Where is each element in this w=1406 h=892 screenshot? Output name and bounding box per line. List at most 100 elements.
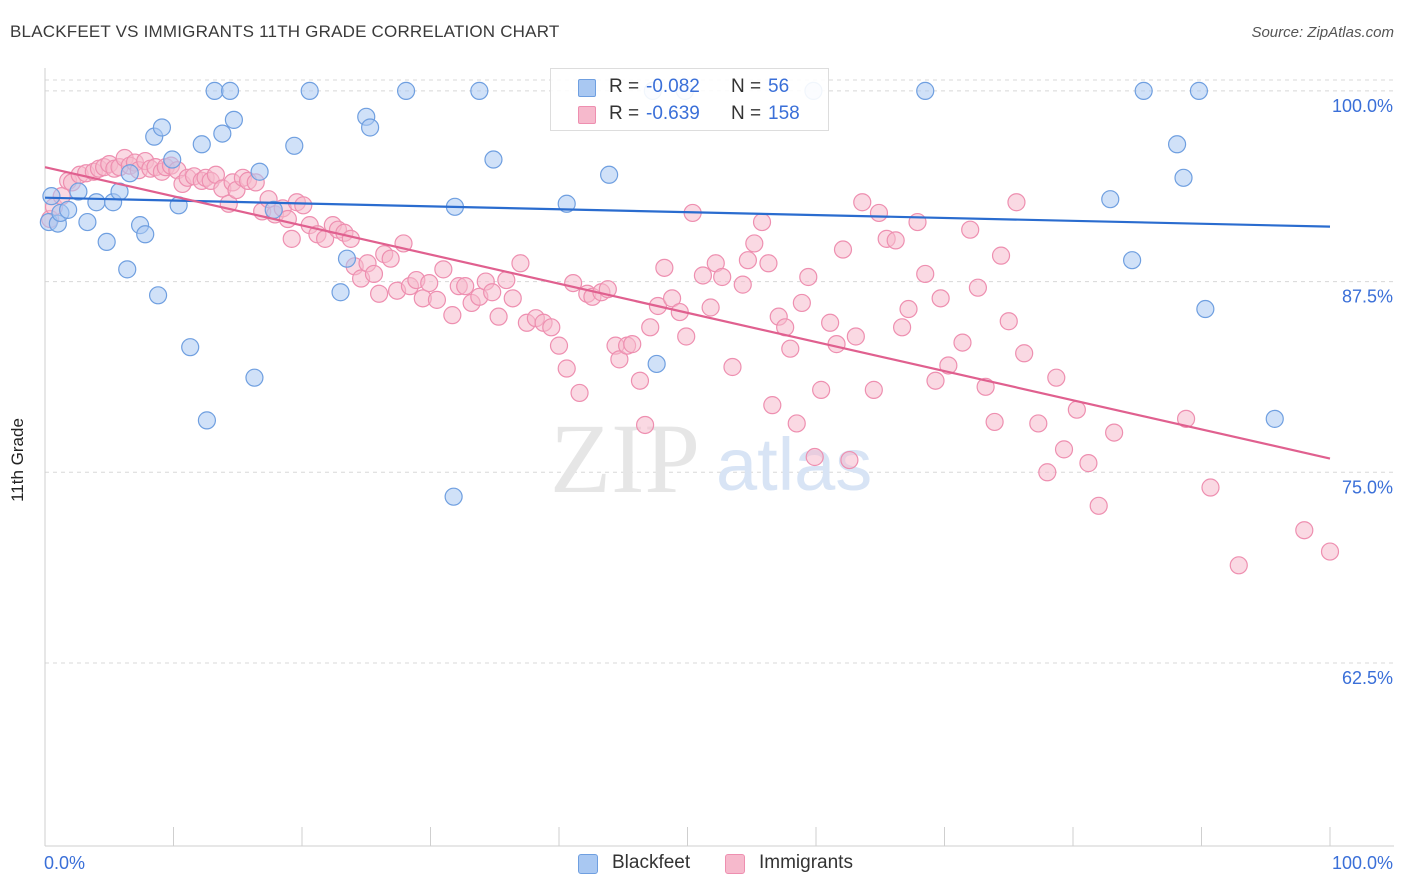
legend-n-value: 56 (768, 76, 790, 97)
immigrants-trend-line (44, 166, 1331, 460)
immigrants-point (926, 371, 945, 390)
blackfeet-point (181, 338, 200, 357)
immigrants-point (733, 275, 752, 294)
legend-n-label: N = (731, 103, 762, 124)
blackfeet-point (557, 194, 576, 213)
immigrants-point (999, 312, 1018, 331)
immigrants-point (1320, 542, 1340, 561)
immigrants-point (713, 267, 732, 287)
immigrants-point (1089, 496, 1108, 515)
immigrants-point (805, 447, 824, 467)
blackfeet-point (120, 164, 139, 183)
immigrants-point (892, 318, 912, 337)
immigrants-point (511, 254, 530, 273)
blackfeet-point (192, 135, 211, 154)
immigrants-point (282, 229, 301, 248)
legend-r-value: -0.082 (646, 76, 700, 97)
immigrants-point (1105, 423, 1124, 442)
blackfeet-point (245, 368, 264, 387)
blackfeet-point (470, 81, 489, 100)
immigrants-point (364, 264, 384, 284)
immigrants-point (781, 339, 800, 358)
immigrants-point (370, 284, 389, 303)
immigrants-point (542, 318, 561, 337)
immigrants-point (701, 298, 720, 317)
bottom-legend-label: Blackfeet (612, 852, 691, 873)
immigrants-point (381, 249, 400, 268)
blackfeet-point (1134, 81, 1153, 100)
legend-n-value: 158 (768, 103, 800, 124)
legend-n-label: N = (731, 76, 762, 97)
legend-row-immigrants: R = -0.639 N = 158 (551, 101, 828, 129)
blackfeet-point (118, 260, 137, 279)
blackfeet-point (331, 283, 350, 302)
blackfeet-point (205, 81, 224, 100)
immigrants-point (812, 380, 831, 399)
immigrants-point (840, 450, 859, 470)
immigrants-point (456, 277, 475, 296)
bottom-legend-swatch-blackfeet (578, 854, 598, 874)
immigrants-point (693, 266, 713, 285)
blackfeet-point (163, 150, 182, 169)
immigrants-point (641, 318, 660, 337)
blackfeet-point (148, 286, 168, 305)
blackfeet-point (647, 354, 666, 374)
immigrants-point (1295, 521, 1314, 540)
immigrants-point (610, 350, 629, 369)
watermark: ZIP atlas (550, 403, 872, 514)
immigrants-point (1229, 556, 1248, 575)
immigrants-point (434, 260, 453, 279)
immigrants-point (427, 290, 447, 309)
blackfeet-point (1101, 190, 1120, 209)
gridlines (45, 79, 1394, 664)
immigrants-point (899, 299, 918, 319)
blackfeet-point (1167, 135, 1187, 154)
immigrants-point (443, 306, 462, 325)
immigrants-point (763, 396, 782, 415)
immigrants-point (853, 193, 872, 212)
blackfeet-point (1174, 168, 1193, 187)
blackfeet-point (337, 249, 357, 268)
y-tick-label: 75.0% (1342, 477, 1393, 497)
immigrants-point (745, 234, 764, 253)
blackfeet-point (220, 81, 240, 100)
tick-labels: 62.5% 75.0% 87.5% 100.0% 0.0% 100.0% (44, 96, 1393, 873)
legend-swatch-immigrants (578, 106, 596, 124)
x-tick-label: 0.0% (44, 853, 85, 873)
immigrants-point (1079, 454, 1098, 473)
chart-source: Source: ZipAtlas.com (1251, 24, 1394, 41)
bottom-legend-label: Immigrants (759, 852, 853, 873)
legend-r-value: -0.639 (646, 103, 700, 124)
immigrants-point (1007, 193, 1026, 212)
blackfeet-point (444, 487, 463, 506)
immigrants-point (827, 335, 846, 354)
immigrants-point (821, 313, 840, 332)
immigrants-point (916, 264, 935, 284)
blackfeet-point (361, 118, 380, 137)
blackfeet-point (78, 212, 97, 232)
blackfeet-point (600, 165, 619, 184)
bottom-legend-swatch-immigrants (725, 854, 745, 874)
immigrants-point (939, 356, 958, 375)
immigrants-point (483, 283, 502, 302)
blackfeet-trend-line (44, 196, 1331, 228)
blackfeet-point (152, 118, 172, 137)
legend-box: R = -0.082 N = 56 R = -0.639 N = 158 (550, 68, 829, 131)
immigrants-point (886, 231, 905, 250)
immigrants-point (799, 267, 818, 287)
immigrants-point (489, 307, 508, 326)
watermark-zip: ZIP (550, 403, 700, 514)
immigrants-point (677, 327, 696, 346)
immigrants-point (759, 254, 778, 273)
blackfeet-point (250, 162, 269, 181)
immigrants-point (1038, 463, 1057, 482)
immigrants-point (630, 371, 650, 390)
immigrants-point (623, 335, 642, 354)
blackfeet-point (916, 81, 935, 100)
immigrants-point (557, 359, 576, 378)
immigrants-point (968, 278, 988, 297)
immigrants-point (662, 289, 682, 308)
immigrants-point (869, 203, 889, 223)
legend-row-blackfeet: R = -0.082 N = 56 (551, 74, 828, 102)
